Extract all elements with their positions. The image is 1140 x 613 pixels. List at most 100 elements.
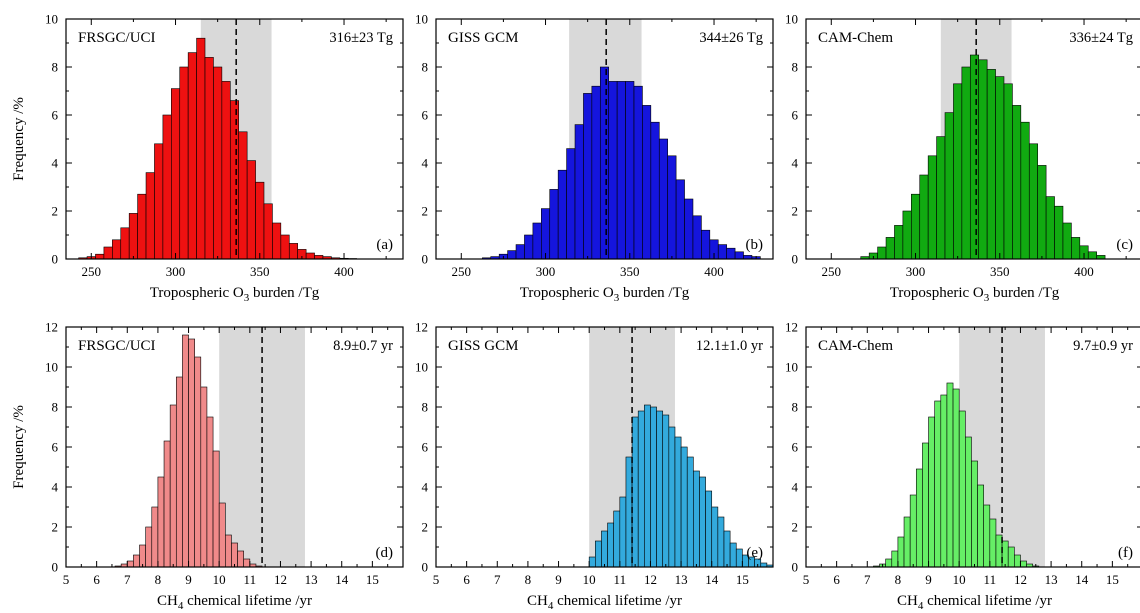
y-tick-label: 6 — [422, 440, 429, 455]
histogram-bar — [644, 404, 651, 568]
panel-model-name: GISS GCM — [448, 30, 518, 46]
histogram-bar — [200, 386, 208, 568]
histogram-bar — [885, 237, 895, 260]
y-tick-label: 6 — [52, 440, 59, 455]
y-tick-label: 4 — [422, 156, 429, 171]
histogram-bar — [1028, 143, 1038, 260]
histogram-bar — [305, 252, 315, 260]
y-tick-label: 6 — [792, 440, 799, 455]
histogram-bar — [280, 234, 290, 260]
y-tick-label: 0 — [52, 560, 59, 575]
histogram-bar — [204, 57, 214, 260]
histogram-bar — [145, 526, 153, 568]
y-tick-label: 6 — [422, 108, 429, 123]
y-tick-label: 6 — [792, 108, 799, 123]
x-tick-label: 7 — [124, 572, 131, 587]
panel-letter: (a) — [376, 237, 393, 253]
histogram-bar — [246, 160, 256, 260]
histogram-bar — [674, 436, 682, 568]
histogram-bar — [120, 227, 130, 260]
histogram-bar — [154, 143, 164, 260]
x-axis-title: Tropospheric O3 burden /Tg — [890, 285, 1060, 304]
x-tick-label: 5 — [63, 572, 70, 587]
panel-letter: (e) — [746, 545, 763, 561]
histogram-bar — [145, 172, 155, 260]
histogram-bar — [1003, 83, 1013, 260]
panel-letter: (b) — [746, 237, 764, 253]
histogram-bar — [662, 414, 670, 568]
x-tick-label: 350 — [990, 264, 1010, 279]
y-tick-label: 8 — [792, 400, 799, 415]
histogram-bar — [206, 416, 214, 568]
histogram-bar — [595, 540, 602, 568]
histogram-bar — [637, 410, 645, 568]
histogram-bar — [729, 542, 737, 568]
x-tick-label: 350 — [250, 264, 270, 279]
x-tick-label: 8 — [895, 572, 902, 587]
x-tick-label: 9 — [185, 572, 192, 587]
x-tick-label: 15 — [736, 572, 749, 587]
histogram-bar — [112, 239, 122, 260]
x-axis-title: CH4 chemical lifetime /yr — [897, 593, 1052, 612]
histogram-bar — [977, 484, 984, 568]
histogram-bar — [272, 222, 282, 260]
histogram-bar — [919, 174, 929, 260]
histogram-bar — [946, 382, 954, 568]
histogram-bar — [995, 76, 1005, 260]
histogram-bar — [958, 410, 966, 568]
histogram-bar — [95, 253, 105, 260]
histogram-bar — [894, 225, 904, 260]
panel-a: 250 300 350 400 0 2 4 6 8 10 FRSGC/UCI 316±23 Tg (a)… — [11, 12, 404, 304]
panel-b: 250 300 350 400 0 2 4 6 8 10 GISS GCM 344±26 Tg (b) T… — [415, 12, 774, 304]
y-tick-label: 10 — [415, 360, 428, 375]
panel-letter: (f) — [1118, 545, 1133, 561]
y-tick-label: 0 — [422, 560, 429, 575]
histogram-bar — [711, 506, 719, 568]
histogram-bar — [936, 136, 946, 260]
histogram-bar — [625, 456, 633, 568]
y-tick-label: 8 — [792, 60, 799, 75]
x-tick-label: 6 — [93, 572, 100, 587]
y-tick-label: 8 — [422, 60, 429, 75]
histogram-bar — [1014, 554, 1021, 568]
y-tick-label: 10 — [785, 360, 798, 375]
histogram-bar — [221, 81, 231, 260]
y-tick-label: 2 — [422, 520, 429, 535]
histogram-bar — [885, 558, 893, 568]
histogram-bar — [515, 244, 525, 260]
histogram-bar — [1062, 222, 1072, 260]
panel-model-name: CAM-Chem — [818, 30, 893, 46]
x-tick-label: 300 — [166, 264, 186, 279]
x-tick-label: 14 — [1075, 572, 1089, 587]
histogram-bar — [524, 234, 534, 260]
panel-letter: (c) — [1116, 237, 1133, 253]
histogram-bar — [574, 124, 584, 260]
histogram-bar — [723, 530, 731, 568]
histogram-bar — [225, 534, 232, 568]
x-tick-label: 14 — [705, 572, 719, 587]
histogram-bar — [196, 37, 206, 260]
histogram-bar — [608, 81, 618, 260]
x-tick-label: 10 — [213, 572, 226, 587]
histogram-bar — [588, 556, 596, 568]
panel-e: 5 6 7 8 9 10 11 12 13 14 15 0 2 4 6 8 10 12 GISS GCM 12.1±1… — [415, 320, 774, 612]
histogram-bar — [133, 554, 140, 568]
y-tick-label: 8 — [52, 60, 59, 75]
histogram-bar — [128, 213, 138, 260]
histogram-bar — [1012, 105, 1022, 260]
x-tick-label: 12 — [274, 572, 287, 587]
histogram-bar — [680, 446, 688, 568]
y-tick-label: 0 — [792, 252, 799, 267]
histogram-bar — [969, 54, 980, 260]
y-tick-label: 6 — [52, 108, 59, 123]
y-axis-title: Frequency /% — [11, 405, 27, 489]
histogram-bar — [684, 198, 694, 260]
x-tick-label: 400 — [334, 264, 354, 279]
histogram-bar — [978, 59, 988, 260]
y-tick-label: 4 — [422, 480, 429, 495]
histogram-bar — [229, 100, 240, 260]
histogram-bar — [1071, 237, 1081, 260]
histogram-bar — [983, 504, 991, 568]
x-tick-label: 250 — [822, 264, 842, 279]
histogram-bar — [944, 112, 954, 260]
